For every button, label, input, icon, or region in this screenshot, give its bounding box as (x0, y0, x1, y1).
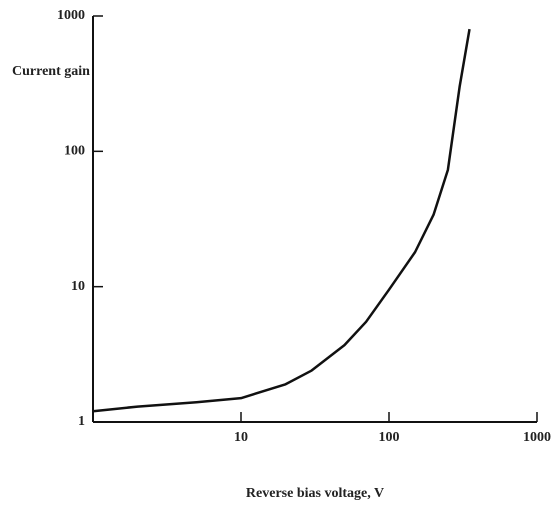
y-tick-label: 1000 (57, 8, 85, 23)
x-tick-label: 100 (379, 430, 400, 445)
x-axis-label: Reverse bias voltage, V (246, 486, 384, 501)
y-tick-label: 1 (78, 414, 85, 429)
x-tick-label: 1000 (523, 430, 551, 445)
line-series (92, 28, 471, 413)
x-tick-label: 10 (234, 430, 248, 445)
y-tick-label: 10 (71, 279, 85, 294)
y-tick-label: 100 (64, 144, 85, 159)
y-axis-label: Current gain (12, 64, 90, 79)
